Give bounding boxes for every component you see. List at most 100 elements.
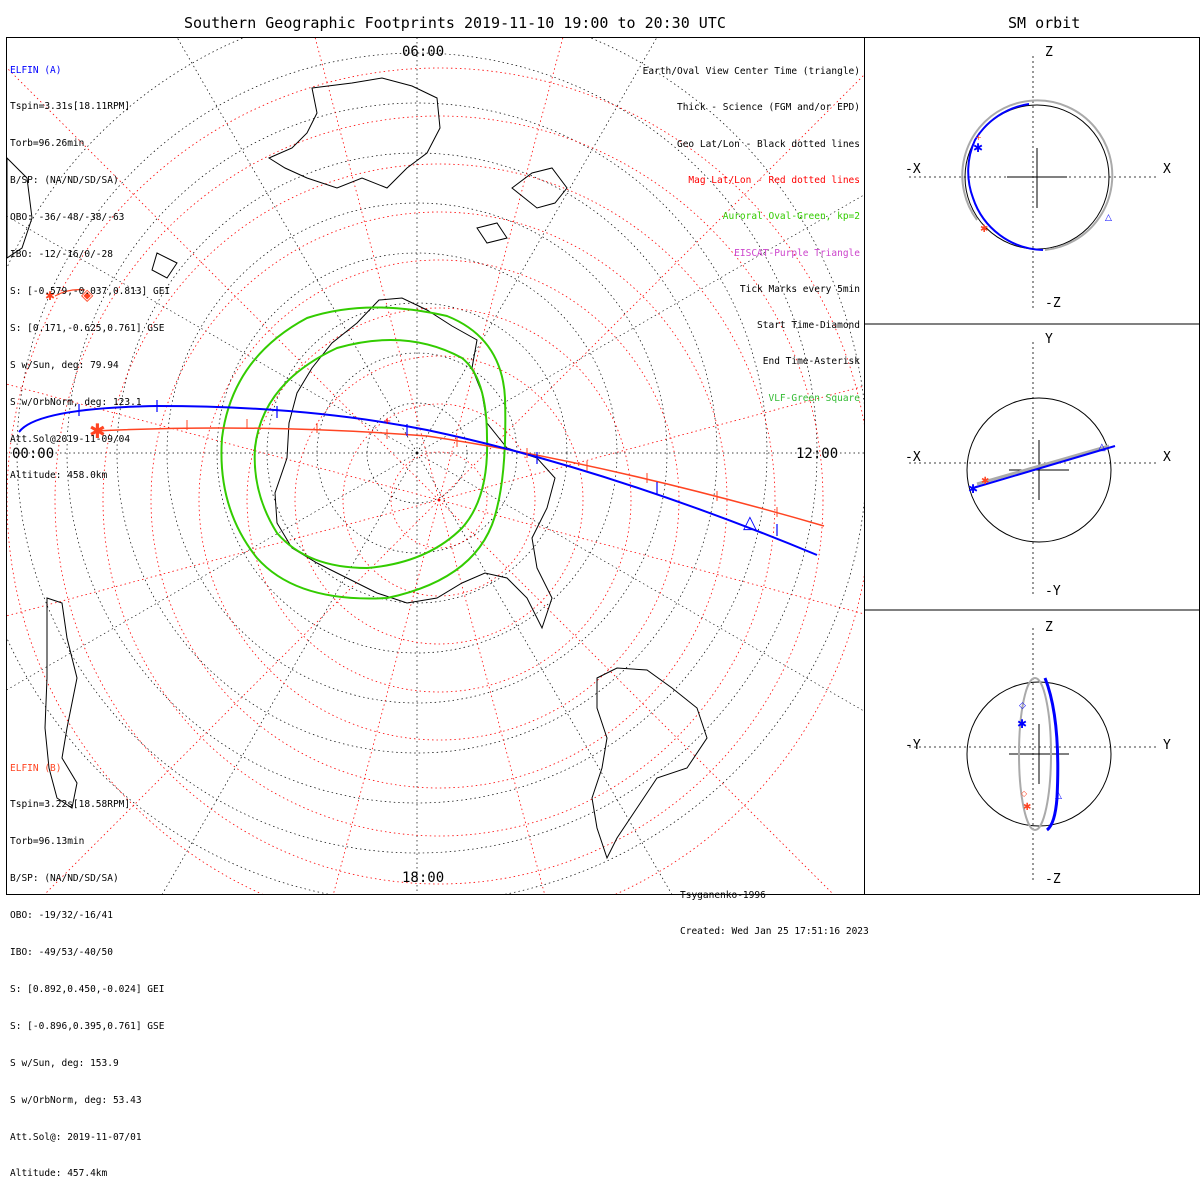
- footprint-map[interactable]: ✱ ◈ ✱ △ +: [6, 37, 865, 895]
- page-title: Southern Geographic Footprints 2019-11-1…: [184, 14, 726, 32]
- mag-lat-circle: [54, 115, 824, 885]
- orbit-title: SM orbit: [1008, 14, 1081, 32]
- elfin-b-asterisk-icon: ✱: [45, 289, 55, 303]
- axis-label-down: -Z: [1045, 872, 1061, 887]
- mag-lon-line: [7, 499, 440, 617]
- elfin-a-info: ELFIN (A) Tspin=3.31s[18.11RPM] Torb=96.…: [10, 40, 170, 495]
- mag-lon-line: [333, 499, 440, 894]
- orbit-track-gray: [961, 99, 1114, 251]
- axis-label-right: X: [1163, 450, 1171, 465]
- mag-lat-circle: [150, 211, 728, 789]
- elfin-a-orbit: [1043, 677, 1060, 832]
- axis-label-up: Z: [1045, 45, 1053, 60]
- mag-lat-circle: [390, 451, 488, 549]
- orbit-panel-yz: ✱ ◇ ✱ ◇ △: [909, 628, 1157, 880]
- legend-item: Start Time-Diamond: [757, 320, 860, 332]
- elfin-a-altitude: Altitude: 458.0km: [10, 470, 108, 482]
- geo-lat-circle: [166, 202, 668, 704]
- legend-item: Geo Lat/Lon - Black dotted lines: [676, 138, 860, 150]
- mag-pole-marker-icon: +: [383, 416, 391, 427]
- legend-item: End Time-Asterisk: [762, 356, 860, 368]
- auroral-oval-inner: [253, 339, 489, 570]
- orbit-panels: ✱ △ ✱ + ✱ ✱ △ ✱ ◇: [864, 37, 1200, 895]
- mag-lon-line: [438, 499, 864, 615]
- geo-lat-circle: [66, 102, 768, 804]
- coastline: [151, 252, 178, 279]
- mag-lon-line: [438, 38, 564, 501]
- orbit-panel-xz: ✱ △ ✱ +: [909, 56, 1157, 310]
- earth-circle: [966, 397, 1112, 543]
- axis-label-right: X: [1163, 162, 1171, 177]
- geo-lon-line: [416, 452, 673, 894]
- view-center-triangle-icon: △: [1098, 442, 1106, 453]
- mag-lat-circle: [294, 355, 584, 645]
- mag-lat-circle: [342, 403, 536, 597]
- axis-label-left: -X: [905, 162, 921, 177]
- credits: Tsyganenko-1996 Created: Wed Jan 25 17:5…: [680, 866, 869, 950]
- axis-label-left: -Y: [905, 738, 921, 753]
- geo-lat-circle: [116, 152, 718, 754]
- elfin-a-attsol: Att.Sol@2019-11-09/04: [10, 433, 131, 445]
- geo-lat-circle: [16, 52, 818, 854]
- orbit-panel-xy: ✱ ✱ △: [909, 342, 1157, 596]
- earth-circle: [966, 681, 1112, 827]
- mag-lat-circle: [102, 163, 776, 837]
- elfin-b-end-asterisk-icon: ✱: [89, 419, 106, 443]
- coastline: [511, 167, 568, 209]
- elfin-b-obo: OBO: -19/32/-16/41: [10, 910, 113, 922]
- orbit-track-gray: [976, 444, 1110, 486]
- axis-label-left: -X: [905, 450, 921, 465]
- end-asterisk-icon: ✱: [968, 482, 978, 496]
- coastline: [267, 77, 441, 189]
- mag-lon-line: [438, 499, 545, 894]
- axis-label-down: -Z: [1045, 296, 1061, 311]
- elfin-b-gse: S: [-0.896,0.395,0.761] GSE: [10, 1020, 165, 1032]
- time-label-left: 00:00: [12, 446, 55, 462]
- elfin-a-orbnorm: S w/OrbNorm, deg: 123.1: [10, 396, 142, 408]
- elfin-b-attsol: Att.Sol@: 2019-11-07/01: [10, 1131, 142, 1143]
- model-name: Tsyganenko-1996: [680, 890, 766, 901]
- geo-lon-line: [416, 452, 864, 712]
- legend-item: EISCAT-Purple Triangle: [734, 247, 860, 259]
- elfin-b-sun: S w/Sun, deg: 153.9: [10, 1057, 119, 1069]
- legend-item: Mag Lat/Lon - Red dotted lines: [688, 175, 860, 187]
- legend-item: VLF-Green Square: [768, 392, 860, 404]
- axis-label-up: Y: [1045, 332, 1053, 347]
- axis-label-up: Z: [1045, 620, 1053, 635]
- legend-item: Earth/Oval View Center Time (triangle): [642, 66, 860, 78]
- coastline: [7, 157, 33, 259]
- elfin-a-tspin: Tspin=3.31s[18.11RPM]: [10, 101, 131, 113]
- end-asterisk-icon: ✱: [1023, 802, 1031, 813]
- mag-lon-line: [438, 499, 834, 894]
- start-diamond-icon: ◇: [1021, 789, 1028, 798]
- created-date: Created: Wed Jan 25 17:51:16 2023: [680, 926, 869, 937]
- elfin-a-torb: Torb=96.26min: [10, 138, 85, 150]
- coastline: [591, 667, 708, 860]
- elfin-a-orbit: [972, 445, 1116, 489]
- elfin-b-orbnorm: S w/OrbNorm, deg: 53.43: [10, 1094, 142, 1106]
- elfin-a-name: ELFIN (A): [10, 64, 62, 76]
- mag-lon-line: [314, 38, 440, 501]
- axis-label-right: Y: [1163, 738, 1171, 753]
- elfin-a-gse: S: [0.171,-0.625,0.761] GSE: [10, 322, 165, 334]
- end-asterisk-icon: ✱: [980, 224, 988, 235]
- elfin-b-track-segment: [54, 289, 86, 297]
- end-asterisk-icon: ✱: [981, 476, 989, 487]
- coastline: [476, 222, 508, 244]
- orbit-canvas: ✱ △ ✱ + ✱ ✱ △ ✱ ◇: [865, 56, 1200, 880]
- legend-item: Tick Marks every 5min: [739, 283, 860, 295]
- geo-lon-line: [7, 452, 418, 691]
- coastline: [44, 597, 78, 809]
- geo-lat-circle: [216, 252, 618, 654]
- elfin-b-ibo: IBO: -49/53/-40/50: [10, 947, 113, 959]
- coastline: [274, 297, 556, 630]
- elfin-a-obo: OBO: -36/-48/-38/-63: [10, 212, 125, 224]
- elfin-b-torb: Torb=96.13min: [10, 836, 85, 848]
- time-label-top: 06:00: [402, 44, 445, 60]
- mag-lat-circle: [246, 307, 632, 693]
- tick-icon: +: [975, 133, 982, 142]
- elfin-a-sun: S w/Sun, deg: 79.94: [10, 359, 119, 371]
- elfin-a-gei: S: [-0.579,-0.037,0.813] GEI: [10, 285, 171, 297]
- elfin-b-info: ELFIN (B) Tspin=3.22s[18.58RPM] Torb=96.…: [10, 738, 164, 1193]
- map-canvas: ✱◈✱△+: [7, 38, 864, 894]
